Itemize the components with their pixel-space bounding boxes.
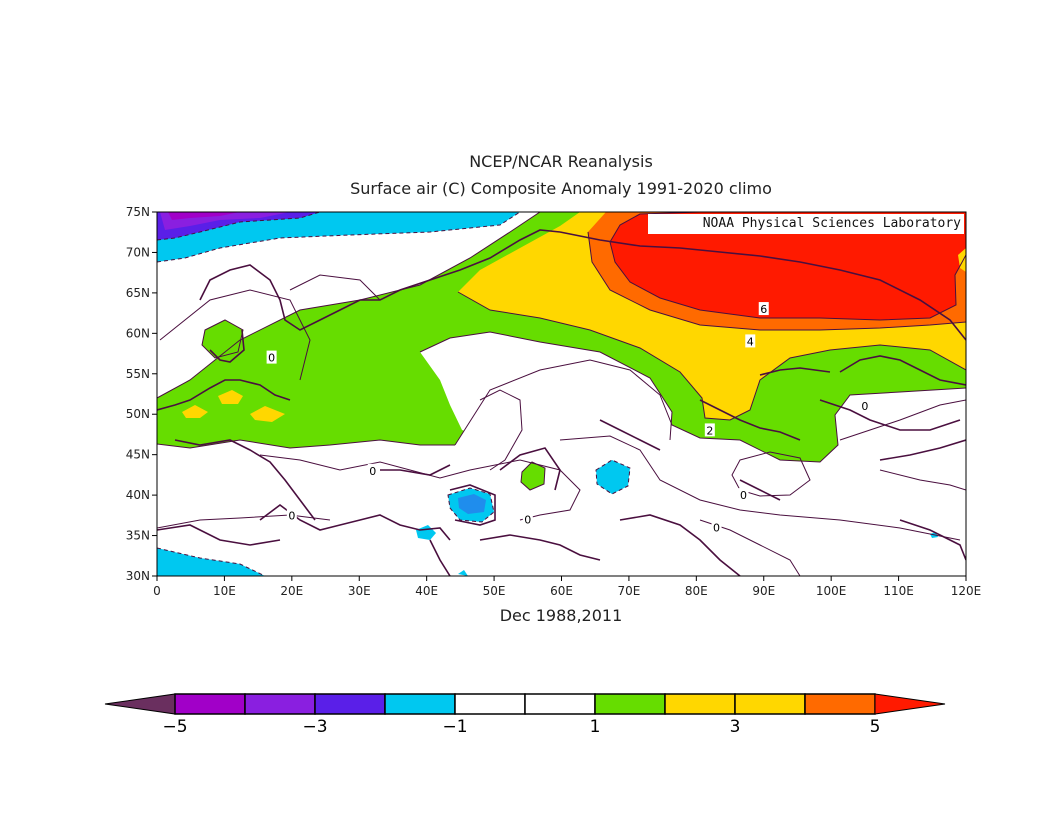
anomaly-fill-blue-caspian <box>458 494 486 514</box>
lon-tick-label: 120E <box>951 584 982 598</box>
colorbar-segment <box>454 693 526 715</box>
contour-lines <box>157 212 966 576</box>
colorbar-label: 1 <box>590 717 601 737</box>
colorbar-label: 5 <box>870 717 881 737</box>
lon-tick-label: 100E <box>816 584 847 598</box>
lon-axis: 0 10E 20E 30E 40E 50E 60E 70E 80E 90E 100E 110E 120E <box>153 576 981 598</box>
colorbar-low-arrow <box>104 693 176 715</box>
contour-label: 0 <box>713 521 720 534</box>
lon-tick-label: 40E <box>415 584 438 598</box>
chart-title: NCEP/NCAR Reanalysis <box>469 152 653 171</box>
colorbar-segment <box>524 693 596 715</box>
contour-label: 0 <box>740 489 747 502</box>
anomaly-fill-green-island <box>202 320 243 358</box>
contour-label: 6 <box>760 303 767 316</box>
colorbar: −5 −3 −1 1 3 5 <box>104 693 946 737</box>
lon-tick-label: 10E <box>213 584 236 598</box>
lon-tick-label: 50E <box>483 584 506 598</box>
lon-tick-label: 0 <box>153 584 161 598</box>
anomaly-fill-yellow-small-b <box>250 406 285 422</box>
lon-tick-label: 90E <box>752 584 775 598</box>
contour-label: 0 <box>861 400 868 413</box>
lon-tick-label: 20E <box>280 584 303 598</box>
contour-label: 0 <box>369 465 376 478</box>
contour-label-bg <box>711 520 722 534</box>
chart-subtitle: Surface air (C) Composite Anomaly 1991-2… <box>350 179 772 198</box>
lat-tick-label: 75N <box>126 205 150 219</box>
contour-label: 2 <box>706 424 713 437</box>
colorbar-segment <box>314 693 386 715</box>
contour-label-bg <box>745 334 756 348</box>
lat-tick-label: 30N <box>126 569 150 583</box>
anomaly-fill-cyan-central-asia <box>596 460 630 494</box>
contour-label-bg <box>738 488 749 502</box>
lon-tick-label: 30E <box>348 584 371 598</box>
lat-tick-label: 40N <box>126 488 150 502</box>
lat-tick-label: 60N <box>126 326 150 340</box>
lat-tick-label: 55N <box>126 367 150 381</box>
lon-tick-label: 70E <box>617 584 640 598</box>
colorbar-segment <box>594 693 666 715</box>
colorbar-label: 3 <box>730 717 741 737</box>
anomaly-fill-violet-north <box>168 212 240 220</box>
lon-tick-label: 80E <box>685 584 708 598</box>
colorbar-label: −1 <box>442 717 467 737</box>
anomaly-fill-cyan-gulf <box>458 570 468 576</box>
contour-label-bg <box>286 508 297 522</box>
colorbar-segment <box>244 693 316 715</box>
contour-label: 0 <box>288 509 295 522</box>
contour-label-bg <box>266 350 277 364</box>
colorbar-segment <box>664 693 736 715</box>
anomaly-fill-yellow-small-c <box>182 405 208 418</box>
lat-axis: 75N 70N 65N 60N 55N 50N 45N 40N 35N 30N <box>126 205 157 583</box>
anomaly-fill-green-spot <box>521 462 545 490</box>
contour-label: 4 <box>747 335 754 348</box>
anomaly-fill-red <box>610 212 966 320</box>
colorbar-segment <box>174 693 246 715</box>
anomaly-fill-cyan-north <box>157 212 520 262</box>
anomaly-fill-cyan-sw <box>157 548 265 576</box>
lat-tick-label: 50N <box>126 407 150 421</box>
credit-label: NOAA Physical Sciences Laboratory <box>703 216 961 231</box>
contour-label-bg <box>859 399 870 413</box>
contour-labels: 6 4 2 0 0 0 0 0 0 0 <box>266 302 870 534</box>
contour-label: 0 <box>268 352 275 365</box>
colorbar-high-arrow <box>874 693 946 715</box>
lat-tick-label: 65N <box>126 286 150 300</box>
anomaly-fill-yellow-small-a <box>218 390 243 404</box>
lat-tick-label: 45N <box>126 448 150 462</box>
colorbar-label: −5 <box>162 717 187 737</box>
contour-label-bg <box>758 302 769 316</box>
lon-tick-label: 60E <box>550 584 573 598</box>
colorbar-segment <box>384 693 456 715</box>
lat-tick-label: 35N <box>126 529 150 543</box>
contour-label-bg <box>522 512 533 526</box>
colorbar-segment <box>734 693 806 715</box>
colorbar-segment <box>804 693 876 715</box>
anomaly-hole-white <box>420 332 672 445</box>
lon-tick-label: 110E <box>883 584 914 598</box>
map-panel: 6 4 2 0 0 0 0 0 0 0 NOAA Physical Sciences Labora… <box>157 212 966 576</box>
anomaly-fill-cyan-caspian <box>448 488 494 522</box>
contour-label: 0 <box>524 513 531 526</box>
contour-label-bg <box>367 463 378 477</box>
lat-tick-label: 70N <box>126 245 150 259</box>
contour-label-bg <box>704 423 715 437</box>
period-label: Dec 1988,2011 <box>500 606 623 625</box>
credit-box <box>648 214 964 234</box>
colorbar-label: −3 <box>302 717 327 737</box>
